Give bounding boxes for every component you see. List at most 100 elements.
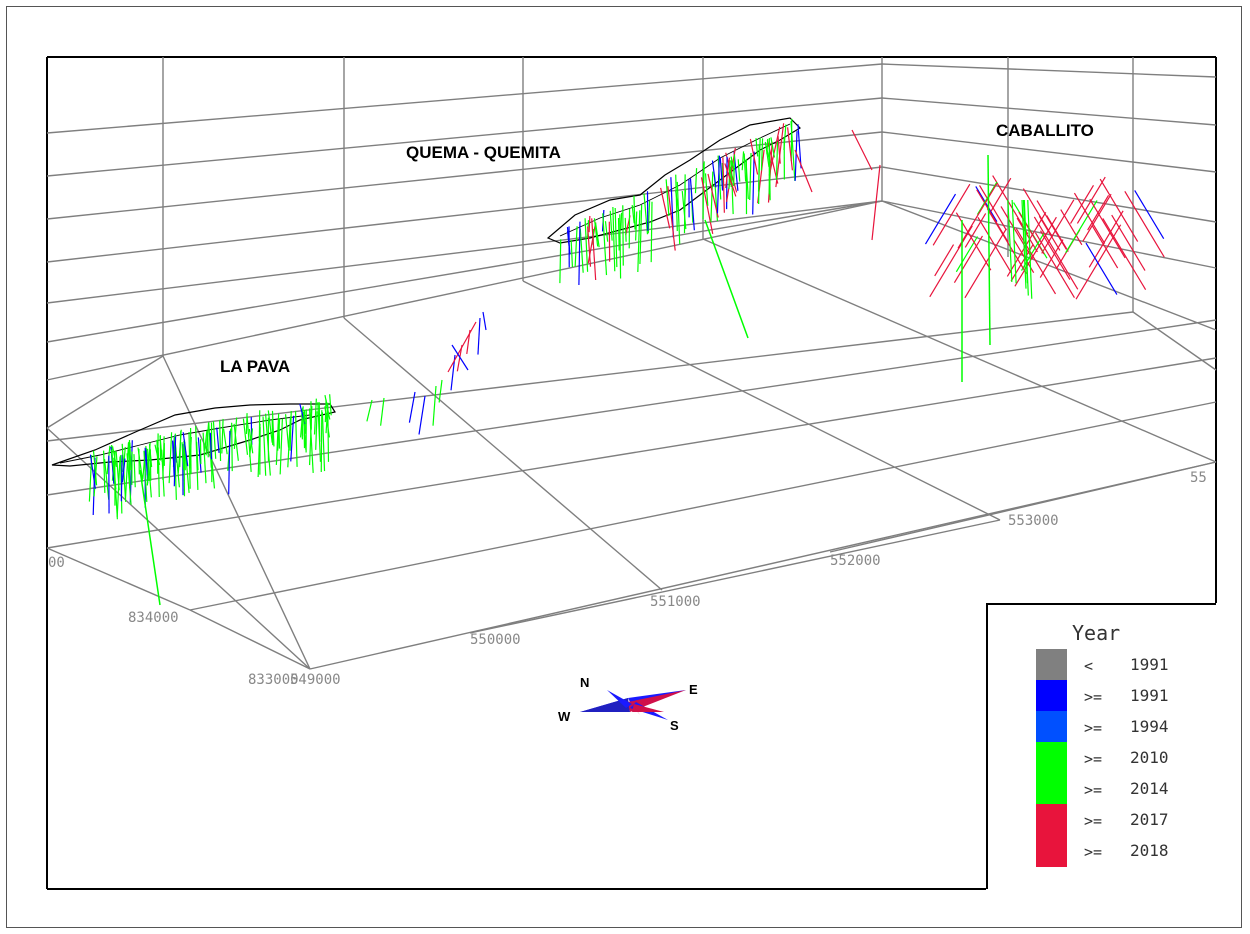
easting-label: 553000 — [1008, 513, 1059, 529]
drillhole-trace — [741, 151, 745, 171]
drillhole-trace — [683, 189, 687, 210]
drillhole-trace — [1016, 217, 1038, 253]
drillhole-trace — [1124, 191, 1165, 258]
drillhole-trace — [209, 432, 213, 460]
drillhole-trace — [992, 175, 1029, 235]
legend-year: 2018 — [1130, 841, 1169, 860]
drillhole-trace — [975, 186, 998, 222]
drillhole-trace — [953, 235, 983, 284]
northing-label: 833000 — [248, 672, 299, 688]
drillhole-trace — [614, 208, 618, 268]
drillhole-trace — [289, 410, 292, 451]
drillhole-trace — [574, 226, 578, 267]
la-pava-outline — [51, 403, 336, 467]
drillhole-trace — [584, 218, 589, 272]
legend-item: >= 2014 — [1036, 773, 1206, 805]
drillhole-trace — [851, 129, 873, 171]
legend-operator: < — [1084, 657, 1094, 675]
drillhole-trace — [143, 450, 148, 502]
drillhole-trace — [924, 193, 957, 245]
legend-item: >= 2010 — [1036, 742, 1206, 774]
drillhole-trace — [121, 458, 126, 483]
drillhole-trace — [871, 164, 881, 241]
drillhole-trace — [665, 179, 670, 216]
legend-year: 1991 — [1130, 655, 1169, 674]
drillhole-trace — [1000, 206, 1034, 260]
drillhole-trace — [233, 423, 239, 461]
drillhole-trace — [1046, 215, 1069, 252]
drillhole-trace — [755, 138, 759, 157]
drillhole-trace — [1091, 225, 1119, 269]
drillhole-trace — [777, 136, 781, 164]
legend-swatch — [1036, 804, 1067, 836]
drillhole-trace — [129, 442, 132, 471]
compass-west: W — [558, 709, 571, 724]
drillhole-trace — [103, 450, 106, 493]
drillhole-trace — [797, 124, 802, 169]
drillhole-trace — [366, 399, 373, 422]
legend-year: 1994 — [1130, 717, 1169, 736]
caballito-deposit — [924, 154, 1165, 382]
drillhole-trace — [120, 454, 123, 502]
drillhole-trace — [278, 423, 281, 449]
north-arrow-compass: N E S W — [558, 675, 698, 733]
drillhole-trace — [205, 422, 210, 456]
la-pava-deposit — [51, 394, 336, 606]
drillhole-trace — [676, 181, 681, 245]
drillhole-trace — [1089, 198, 1126, 259]
drillhole-trace — [694, 168, 698, 194]
drillhole-trace — [593, 218, 599, 247]
drillhole-trace — [587, 226, 592, 267]
drillhole-trace — [111, 446, 118, 468]
drillhole-trace — [689, 178, 695, 231]
drillhole-trace — [619, 214, 622, 279]
drillhole-trace — [704, 173, 709, 206]
plot-frame — [46, 56, 1217, 890]
drillhole-trace — [570, 239, 574, 268]
drillhole-trace — [1021, 199, 1027, 289]
drillhole-trace — [221, 418, 224, 454]
drillhole-trace — [770, 137, 776, 158]
compass-south: S — [670, 718, 679, 733]
drillhole-trace — [447, 321, 477, 373]
deposit-label-caballito: CABALLITO — [996, 121, 1094, 140]
drillhole-trace — [92, 450, 98, 486]
drillhole-trace — [667, 186, 676, 251]
drillhole-trace — [189, 436, 192, 469]
drillhole-trace — [719, 157, 724, 191]
easting-label: 552000 — [830, 553, 881, 569]
drillhole-trace — [934, 244, 955, 277]
drillhole-trace — [964, 213, 987, 248]
drillhole-trace — [790, 121, 796, 182]
legend-item: >= 1994 — [1036, 711, 1206, 743]
legend-operator: >= — [1084, 781, 1103, 799]
drillhole-trace — [257, 423, 261, 478]
drillhole-trace — [222, 428, 228, 455]
drillhole-trace — [594, 222, 600, 248]
drillhole-trace — [990, 177, 1012, 212]
drillhole-trace — [1076, 176, 1106, 224]
drillhole-trace — [716, 155, 721, 214]
drillhole-trace — [724, 163, 737, 197]
drillhole-trace — [633, 195, 636, 230]
drillhole-trace — [775, 141, 779, 180]
drillhole-trace — [749, 153, 752, 200]
drillhole-trace — [1070, 185, 1095, 224]
legend-swatch — [1036, 742, 1067, 774]
drillhole-trace — [212, 421, 217, 459]
drillhole-trace — [195, 426, 199, 490]
legend-item: >= 2018 — [1036, 835, 1206, 867]
drillhole-trace — [279, 418, 283, 475]
drillhole-trace — [432, 385, 437, 426]
legend-swatch — [1036, 773, 1067, 805]
drillhole-trace — [1015, 228, 1057, 295]
drillhole-trace — [1034, 232, 1075, 298]
deposit-label-quema-quemita: QUEMA - QUEMITA — [406, 143, 561, 162]
drillhole-trace — [219, 420, 222, 462]
drillhole-trace — [1011, 199, 1017, 284]
drillhole-trace — [183, 440, 186, 497]
drillhole-trace — [267, 410, 273, 443]
drillhole-trace — [1102, 218, 1147, 291]
drillhole-trace — [124, 442, 130, 500]
legend-item: <1991 — [1036, 649, 1206, 681]
